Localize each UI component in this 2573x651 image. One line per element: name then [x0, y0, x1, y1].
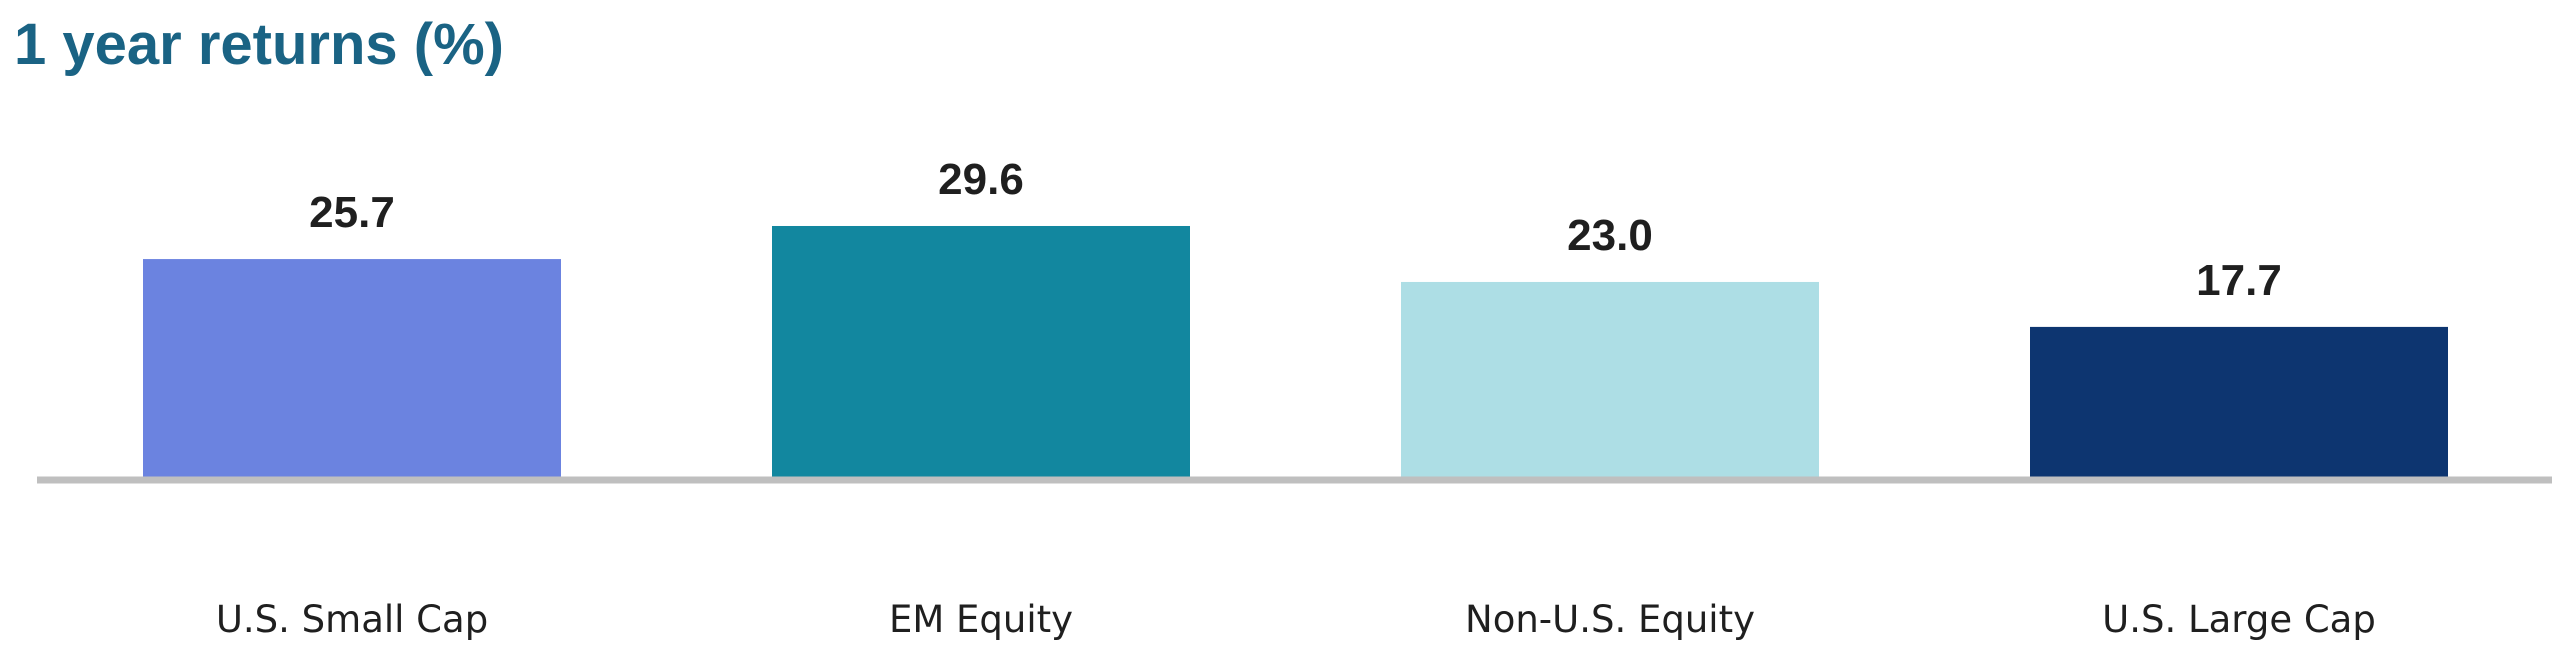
bars-layer — [143, 225, 2448, 477]
bar-value-label: 25.7 — [309, 188, 395, 237]
bar-value-label: 29.6 — [938, 155, 1024, 204]
category-label: EM Equity — [889, 598, 1073, 641]
bar-1 — [143, 259, 561, 477]
chart-title: 1 year returns (%) — [14, 12, 504, 77]
value-labels-layer: 25.7 29.6 23.0 17.7 — [309, 155, 2282, 305]
bar-3 — [1401, 281, 1819, 477]
bar-value-label: 23.0 — [1567, 211, 1653, 260]
category-label: U.S. Small Cap — [216, 598, 488, 641]
category-labels-layer: U.S. Small Cap EM Equity Non-U.S. Equity U.… — [216, 598, 2376, 641]
category-label: Non-U.S. Equity — [1465, 598, 1755, 641]
bar-2 — [772, 225, 1190, 477]
bar-4 — [2030, 326, 2448, 477]
bar-value-label: 17.7 — [2196, 256, 2282, 305]
category-label: U.S. Large Cap — [2102, 598, 2376, 641]
